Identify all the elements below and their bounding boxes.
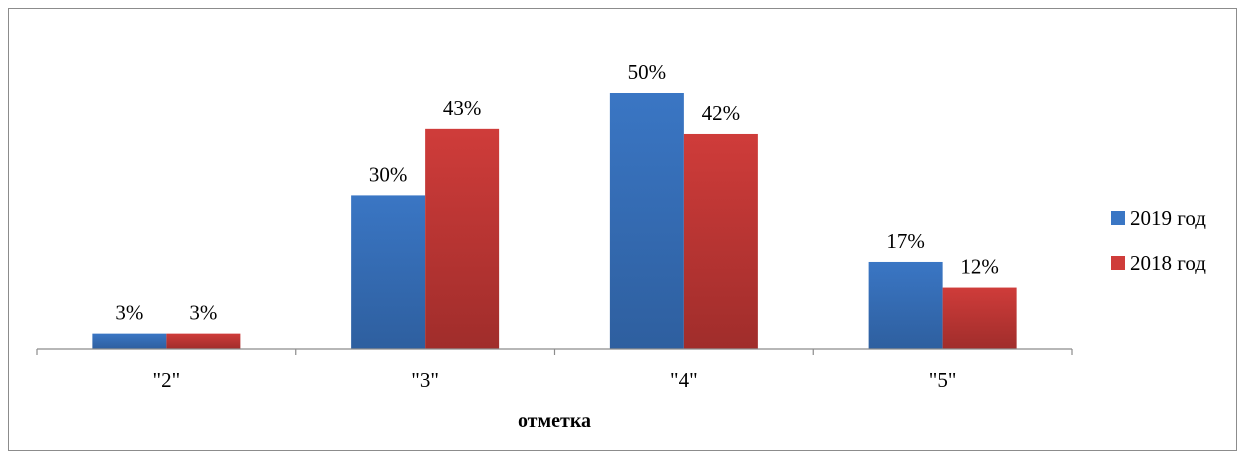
- x-tick-label: "3": [411, 368, 439, 392]
- bar-series1: [868, 261, 943, 349]
- data-labels-layer: 3% 3% 30% 43% 50% 42% 17% 12%: [115, 60, 999, 325]
- bars-layer: [92, 93, 1017, 349]
- x-tick-label: "4": [670, 368, 698, 392]
- legend-swatch: [1111, 256, 1125, 270]
- legend-label: 2019 год: [1130, 206, 1206, 230]
- bar-series2: [425, 128, 500, 349]
- data-label: 17%: [886, 229, 925, 253]
- data-label: 43%: [443, 96, 482, 120]
- legend-label: 2018 год: [1130, 251, 1206, 275]
- data-label: 30%: [369, 162, 408, 186]
- bar-series1: [351, 195, 426, 349]
- x-axis-title: отметка: [518, 410, 591, 432]
- chart-frame: [8, 8, 1237, 451]
- x-tick-label: "2": [153, 368, 181, 392]
- data-label: 3%: [189, 301, 217, 325]
- bar-series1: [609, 93, 684, 349]
- data-label: 50%: [628, 60, 667, 84]
- data-label: 3%: [115, 301, 143, 325]
- legend: 2019 год 2018 год: [1111, 206, 1206, 275]
- bar-series1: [92, 333, 167, 349]
- bar-series2: [942, 287, 1017, 349]
- legend-swatch: [1111, 211, 1125, 225]
- data-label: 12%: [960, 255, 999, 279]
- data-label: 42%: [702, 101, 741, 125]
- x-axis-tick-labels: "2" "3" "4" "5": [153, 368, 957, 392]
- bar-series2: [683, 133, 758, 349]
- bar-series2: [166, 333, 241, 349]
- x-axis-ticks: [36, 349, 1073, 355]
- x-tick-label: "5": [929, 368, 957, 392]
